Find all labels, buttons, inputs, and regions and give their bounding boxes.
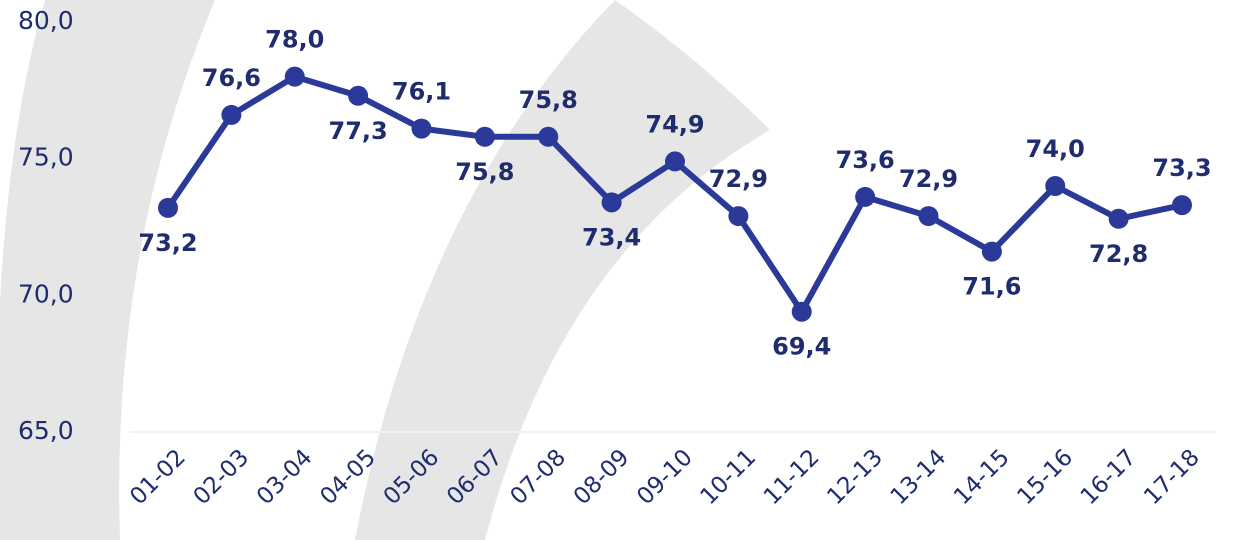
x-tick-label: 13-14 (886, 444, 952, 510)
data-point (1045, 176, 1066, 196)
x-tick-label: 07-08 (505, 444, 571, 510)
x-tick-label: 09-10 (632, 444, 698, 510)
data-label: 76,1 (392, 78, 451, 106)
data-label: 73,2 (138, 229, 197, 257)
data-point (221, 104, 242, 125)
data-label: 73,3 (1152, 154, 1211, 182)
x-tick-label: 10-11 (696, 444, 762, 510)
x-tick-label: 17-18 (1139, 444, 1205, 510)
data-point (538, 126, 559, 147)
data-label: 74,0 (1026, 135, 1085, 163)
data-label: 73,6 (836, 146, 895, 174)
data-label: 78,0 (265, 26, 324, 54)
x-tick-label: 08-09 (569, 444, 635, 510)
y-tick-label: 70,0 (18, 279, 74, 308)
y-tick-label: 80,0 (18, 6, 74, 35)
data-point (728, 206, 749, 227)
data-point (855, 186, 876, 207)
data-label: 74,9 (645, 110, 704, 138)
data-label: 72,8 (1089, 240, 1148, 268)
data-point (665, 151, 685, 172)
data-label: 75,8 (519, 86, 578, 114)
data-label: 73,4 (582, 223, 641, 251)
data-label: 75,8 (455, 158, 514, 186)
data-point (981, 241, 1002, 262)
data-label: 76,6 (202, 64, 261, 92)
data-point (158, 197, 178, 218)
data-point (284, 66, 305, 87)
data-label: 72,9 (709, 165, 768, 193)
y-tick-label: 75,0 (18, 143, 74, 172)
x-tick-label: 16-17 (1076, 444, 1142, 510)
y-tick-label: 65,0 (18, 416, 74, 445)
data-point (918, 206, 939, 227)
data-point (411, 118, 432, 139)
x-tick-label: 01-02 (125, 444, 191, 510)
x-tick-label: 15-16 (1012, 444, 1078, 510)
data-point (1172, 195, 1192, 216)
x-tick-label: 12-13 (822, 444, 888, 510)
data-label: 72,9 (899, 165, 958, 193)
data-point (601, 192, 622, 213)
background-arc (0, 0, 215, 540)
data-point (474, 126, 495, 147)
data-label: 77,3 (329, 117, 388, 145)
x-tick-label: 14-15 (949, 444, 1015, 510)
data-point (791, 301, 812, 322)
data-label: 69,4 (772, 333, 831, 361)
x-tick-label: 03-04 (252, 444, 318, 510)
x-tick-label: 11-12 (759, 444, 825, 510)
data-point (348, 85, 369, 106)
background-arc (355, 0, 770, 540)
data-label: 71,6 (962, 273, 1021, 301)
data-point (1108, 208, 1129, 229)
x-tick-label: 02-03 (189, 444, 255, 510)
